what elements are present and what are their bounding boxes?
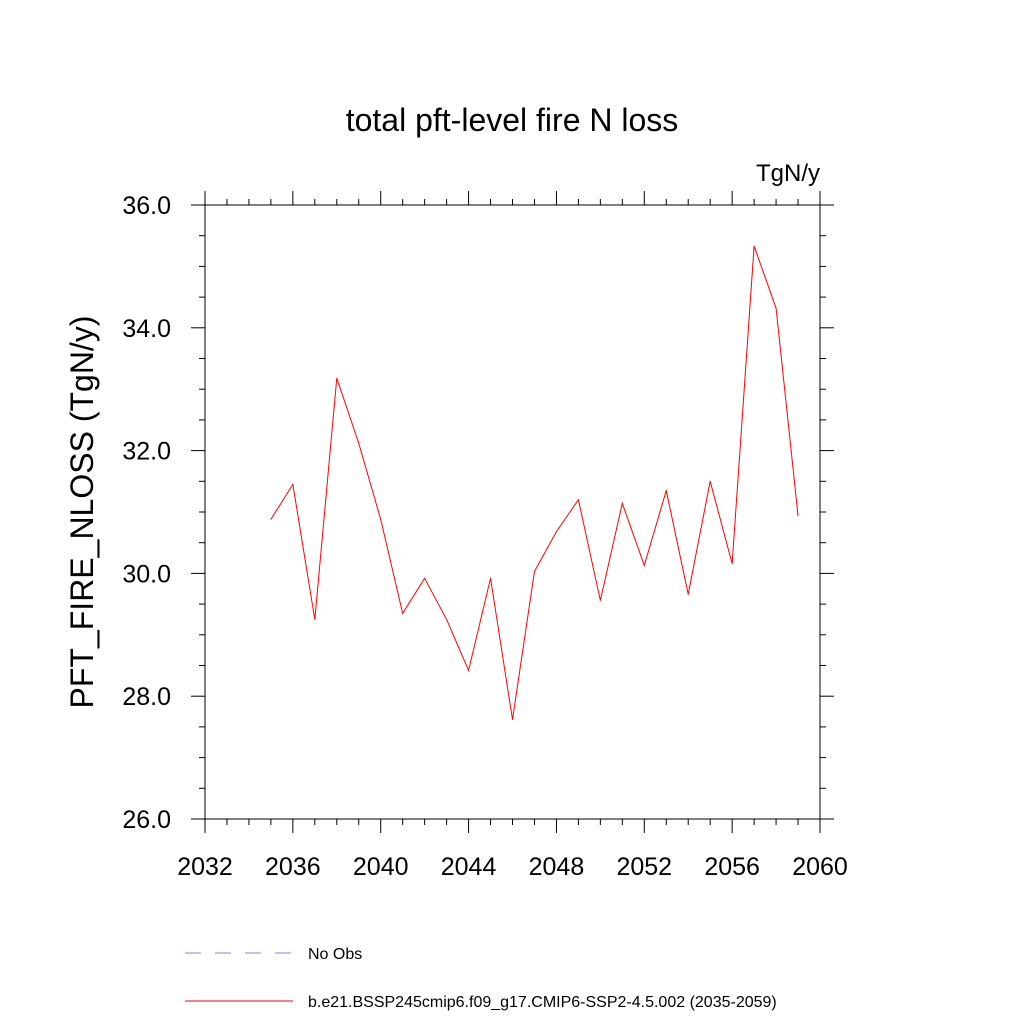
x-tick-label: 2052 bbox=[616, 853, 672, 881]
data-point bbox=[314, 618, 316, 620]
data-point bbox=[621, 502, 623, 504]
x-tick-label: 2040 bbox=[353, 853, 409, 881]
data-point bbox=[490, 577, 492, 579]
data-point bbox=[292, 483, 294, 485]
y-tick-label: 32.0 bbox=[122, 438, 171, 466]
series-layer bbox=[270, 245, 799, 721]
data-point bbox=[446, 618, 448, 620]
y-tick-label: 28.0 bbox=[122, 683, 171, 711]
x-tick-label: 2044 bbox=[441, 853, 497, 881]
units-label: TgN/y bbox=[756, 160, 820, 187]
x-tick-label: 2048 bbox=[529, 853, 585, 881]
data-point bbox=[424, 577, 426, 579]
data-point bbox=[336, 377, 338, 379]
data-point bbox=[643, 564, 645, 566]
data-point bbox=[687, 593, 689, 595]
data-point bbox=[358, 442, 360, 444]
legend-label: b.e21.BSSP245cmip6.f09_g17.CMIP6-SSP2-4.… bbox=[308, 994, 777, 1011]
x-tick-label: 2060 bbox=[792, 853, 848, 881]
axes: 2032 2036 2040 2044 2048 2052 2056 2060 26.0 28.0… bbox=[122, 191, 848, 881]
legend-label: No Obs bbox=[308, 946, 362, 963]
data-point bbox=[512, 719, 513, 721]
data-point bbox=[709, 480, 711, 482]
y-axis-label: PFT_FIRE_NLOSS (TgN/y) bbox=[64, 316, 100, 709]
data-point bbox=[731, 563, 733, 565]
data-point bbox=[555, 531, 557, 533]
y-tick-label: 34.0 bbox=[122, 315, 171, 343]
x-tick-label: 2032 bbox=[177, 853, 233, 881]
data-point bbox=[402, 612, 404, 614]
chart-title: total pft-level fire N loss bbox=[346, 102, 679, 138]
data-point bbox=[599, 599, 601, 601]
data-point bbox=[753, 245, 755, 247]
data-point bbox=[270, 518, 272, 520]
y-tick-label: 36.0 bbox=[122, 192, 171, 220]
x-tick-label: 2036 bbox=[265, 853, 321, 881]
data-point bbox=[468, 669, 470, 671]
data-point bbox=[665, 490, 667, 492]
data-point bbox=[577, 499, 579, 501]
data-point bbox=[533, 571, 535, 573]
y-tick-label: 30.0 bbox=[122, 560, 171, 588]
data-point bbox=[380, 518, 382, 520]
x-tick-label: 2056 bbox=[704, 853, 760, 881]
y-tick-label: 26.0 bbox=[122, 806, 171, 834]
series-line-0 bbox=[270, 245, 799, 720]
data-point bbox=[775, 307, 777, 309]
data-point bbox=[797, 515, 799, 517]
legend: No Obs b.e21.BSSP245cmip6.f09_g17.CMIP6-S… bbox=[185, 946, 777, 1011]
